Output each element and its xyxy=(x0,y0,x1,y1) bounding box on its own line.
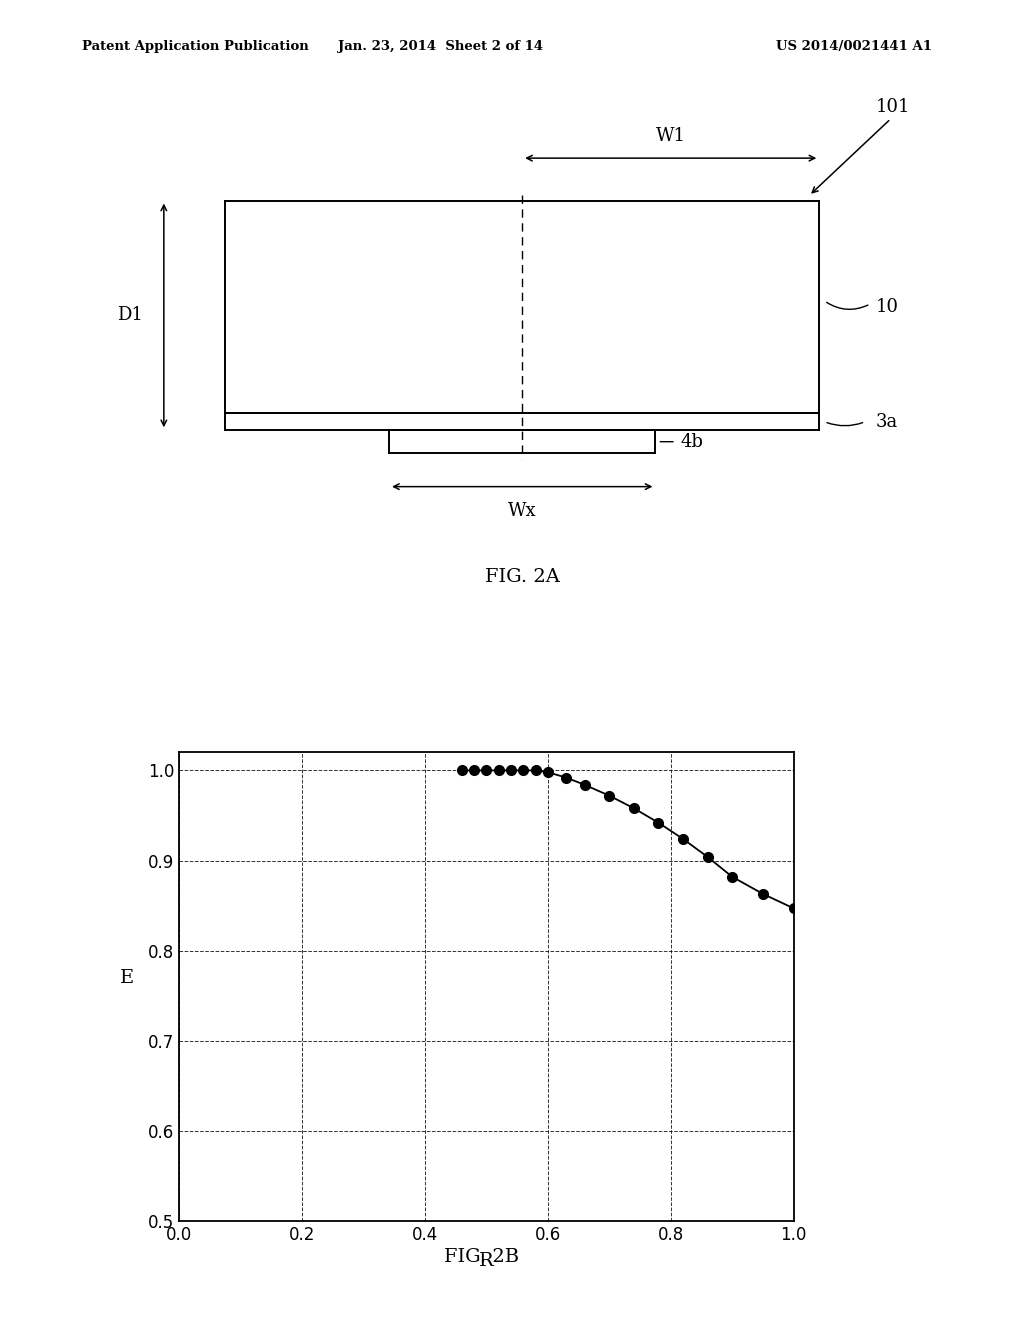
Text: 10: 10 xyxy=(876,298,898,315)
Text: 4b: 4b xyxy=(681,433,703,450)
Y-axis label: E: E xyxy=(120,969,134,987)
Point xyxy=(601,785,617,807)
X-axis label: R: R xyxy=(479,1253,494,1270)
Text: Wx: Wx xyxy=(508,502,537,520)
Text: 3a: 3a xyxy=(876,413,898,430)
Point xyxy=(626,797,642,818)
Point xyxy=(540,762,556,783)
Point xyxy=(755,883,771,904)
Text: Jan. 23, 2014  Sheet 2 of 14: Jan. 23, 2014 Sheet 2 of 14 xyxy=(338,40,543,53)
Point xyxy=(466,760,482,781)
Point xyxy=(515,760,531,781)
Text: FIG. 2A: FIG. 2A xyxy=(484,568,560,586)
Point xyxy=(478,760,495,781)
Point xyxy=(577,775,593,796)
Text: US 2014/0021441 A1: US 2014/0021441 A1 xyxy=(776,40,932,53)
Text: FIG. 2B: FIG. 2B xyxy=(443,1247,519,1266)
Text: 101: 101 xyxy=(876,98,910,116)
Point xyxy=(699,846,716,867)
Point xyxy=(454,760,470,781)
Text: D1: D1 xyxy=(118,306,143,325)
Point xyxy=(558,767,574,788)
Point xyxy=(650,812,667,833)
Point xyxy=(785,898,802,919)
Point xyxy=(527,760,544,781)
Text: W1: W1 xyxy=(655,127,686,145)
Text: Patent Application Publication: Patent Application Publication xyxy=(82,40,308,53)
Point xyxy=(675,829,691,850)
Point xyxy=(503,760,519,781)
Point xyxy=(724,866,740,887)
Point xyxy=(490,760,507,781)
